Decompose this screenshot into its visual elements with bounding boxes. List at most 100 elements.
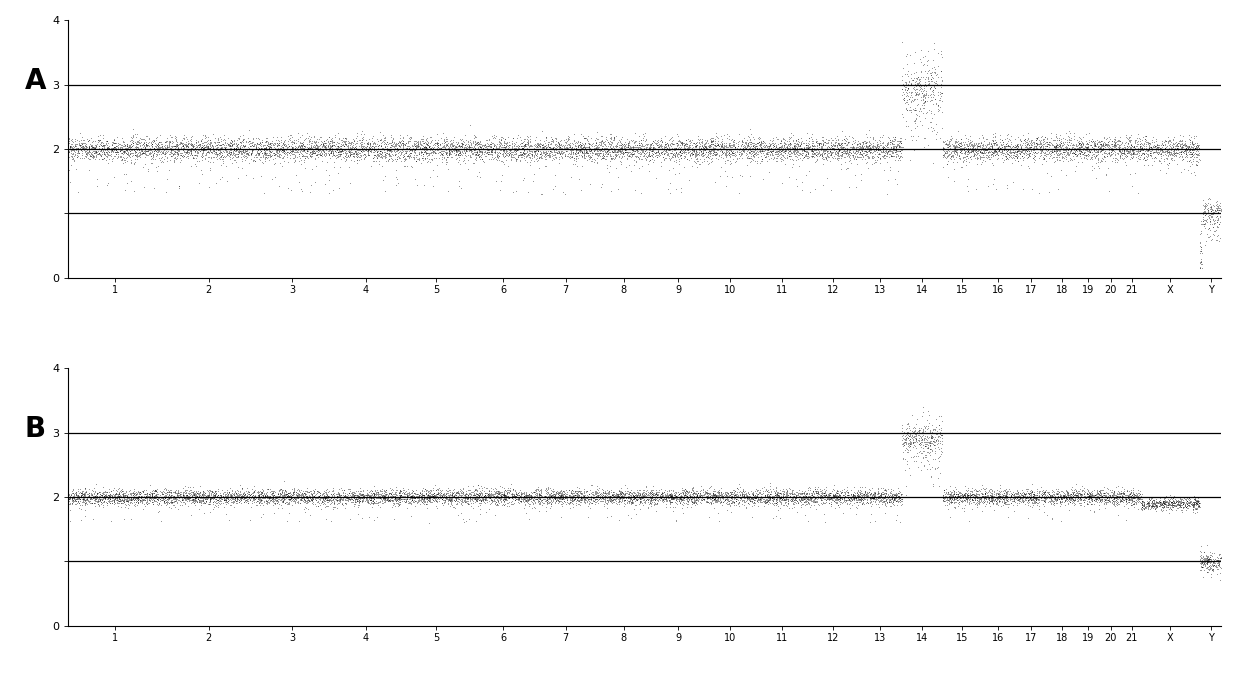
Point [165, 502, 185, 513]
Point [1079, 494, 1099, 505]
Point [766, 492, 786, 503]
Point [1109, 136, 1128, 147]
Point [797, 146, 817, 157]
Point [166, 488, 186, 499]
Point [305, 138, 325, 149]
Point [440, 489, 460, 500]
Point [766, 511, 786, 522]
Point [811, 492, 831, 503]
Point [542, 134, 562, 145]
Point [415, 142, 435, 153]
Point [1187, 159, 1207, 170]
Point [1202, 205, 1221, 216]
Point [207, 139, 227, 150]
Point [250, 493, 270, 504]
Point [66, 495, 86, 506]
Point [1154, 499, 1174, 509]
Point [957, 139, 977, 149]
Point [977, 153, 997, 164]
Point [544, 146, 564, 157]
Point [827, 139, 847, 150]
Point [363, 137, 383, 147]
Point [546, 495, 565, 505]
Point [849, 494, 869, 505]
Point [316, 489, 336, 499]
Point [187, 142, 207, 153]
Point [1154, 499, 1174, 509]
Point [387, 153, 407, 164]
Point [353, 485, 373, 496]
Point [433, 493, 453, 504]
Point [305, 492, 325, 503]
Point [1163, 499, 1183, 510]
Point [780, 495, 800, 506]
Point [771, 145, 791, 156]
Point [109, 493, 129, 504]
Point [155, 493, 175, 504]
Point [233, 491, 253, 501]
Point [450, 140, 470, 151]
Point [177, 492, 197, 503]
Point [529, 491, 549, 502]
Point [1137, 497, 1157, 508]
Point [444, 139, 464, 150]
Point [515, 134, 534, 145]
Point [548, 488, 568, 499]
Point [329, 490, 348, 501]
Point [720, 142, 740, 153]
Point [939, 489, 959, 499]
Point [846, 145, 866, 156]
Point [837, 489, 857, 500]
Point [526, 494, 546, 505]
Point [423, 154, 443, 165]
Point [554, 147, 574, 157]
Point [606, 147, 626, 157]
Point [544, 493, 564, 503]
Point [223, 491, 243, 502]
Point [254, 497, 274, 507]
Point [312, 490, 332, 501]
Point [851, 486, 870, 497]
Point [988, 491, 1008, 501]
Point [790, 495, 810, 505]
Point [144, 487, 164, 498]
Point [732, 488, 751, 499]
Point [265, 157, 285, 168]
Point [950, 491, 970, 501]
Point [862, 491, 882, 501]
Point [1008, 487, 1028, 497]
Point [818, 493, 838, 503]
Point [481, 492, 501, 503]
Point [766, 142, 786, 153]
Point [1176, 139, 1195, 150]
Point [1013, 484, 1033, 495]
Point [128, 492, 148, 503]
Point [600, 141, 620, 151]
Point [114, 147, 134, 157]
Point [510, 143, 529, 154]
Point [755, 144, 775, 155]
Point [1138, 497, 1158, 508]
Point [1030, 137, 1050, 147]
Point [680, 135, 699, 146]
Point [955, 490, 975, 501]
Point [929, 431, 949, 441]
Point [1065, 145, 1085, 156]
Point [967, 153, 987, 164]
Point [992, 139, 1012, 150]
Point [601, 153, 621, 164]
Point [361, 494, 381, 505]
Point [506, 491, 526, 502]
Point [315, 487, 335, 497]
Point [259, 139, 279, 149]
Point [795, 493, 815, 504]
Point [936, 159, 956, 170]
Point [114, 147, 134, 158]
Point [495, 490, 515, 501]
Point [118, 142, 138, 153]
Point [1180, 147, 1200, 158]
Point [644, 143, 663, 153]
Point [218, 149, 238, 160]
Point [1064, 495, 1084, 505]
Point [1200, 554, 1220, 565]
